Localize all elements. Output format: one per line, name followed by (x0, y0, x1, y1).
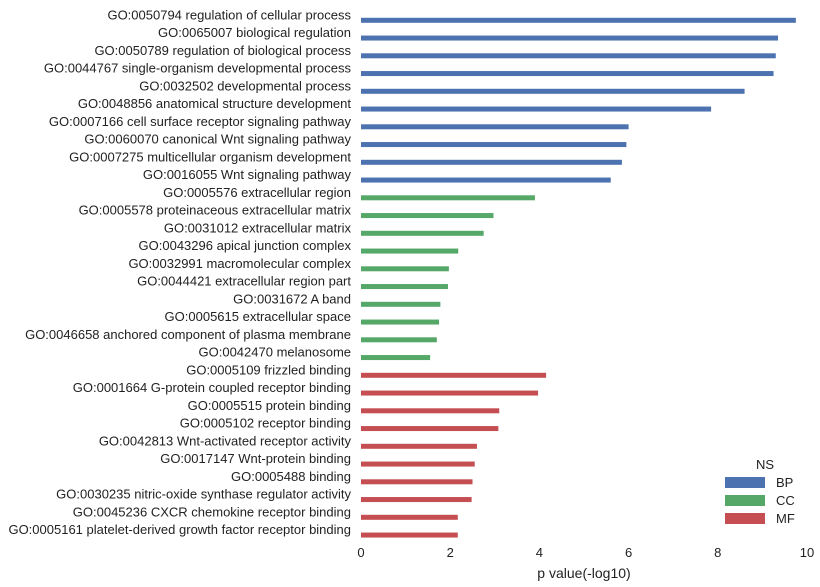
bar-bp-5 (361, 106, 712, 112)
x-tick-label: 10 (800, 545, 814, 560)
category-label: GO:0001664 G-protein coupled receptor bi… (73, 380, 351, 395)
bar-bp-7 (361, 142, 627, 148)
category-label: GO:0044421 extracellular region part (137, 274, 351, 289)
category-label: GO:0042813 Wnt-activated receptor activi… (99, 433, 352, 448)
bar-cc-12 (361, 230, 484, 236)
category-labels-layer: GO:0050794 regulation of cellular proces… (8, 7, 351, 537)
bar-mf-26 (361, 479, 473, 485)
bar-cc-13 (361, 248, 459, 254)
category-label: GO:0044767 single-organism developmental… (44, 61, 352, 76)
category-label: GO:0030235 nitric-oxide synthase regulat… (56, 487, 351, 502)
bar-bp-9 (361, 177, 611, 183)
category-label: GO:0065007 biological regulation (158, 25, 351, 40)
bar-cc-19 (361, 355, 431, 361)
bar-cc-11 (361, 213, 494, 219)
bar-bp-1 (361, 35, 779, 41)
category-label: GO:0032991 macromolecular complex (128, 256, 351, 271)
x-tick-label: 0 (357, 545, 364, 560)
bar-bp-8 (361, 159, 622, 165)
category-label: GO:0045236 CXCR chemokine receptor bindi… (73, 504, 351, 519)
bar-mf-29 (361, 532, 458, 538)
bar-bp-4 (361, 88, 745, 94)
category-label: GO:0007275 multicellular organism develo… (69, 149, 351, 164)
legend-label-bp: BP (776, 475, 793, 490)
category-label: GO:0005515 protein binding (188, 398, 351, 413)
legend-label-mf: MF (776, 511, 795, 526)
bar-mf-27 (361, 497, 472, 503)
bar-mf-25 (361, 461, 475, 467)
x-tick-label: 4 (536, 545, 543, 560)
legend: NS BP CC MF (725, 457, 795, 526)
category-label: GO:0005578 proteinaceous extracellular m… (79, 203, 352, 218)
bar-cc-18 (361, 337, 437, 343)
category-label: GO:0050794 regulation of cellular proces… (107, 7, 351, 22)
bar-cc-10 (361, 195, 535, 201)
category-label: GO:0050789 regulation of biological proc… (94, 43, 351, 58)
bar-cc-17 (361, 319, 440, 325)
x-tick-label: 8 (714, 545, 721, 560)
category-label: GO:0031012 extracellular matrix (164, 220, 352, 235)
category-label: GO:0042470 melanosome (199, 345, 351, 360)
bar-mf-21 (361, 390, 539, 396)
category-label: GO:0048856 anatomical structure developm… (78, 96, 352, 111)
legend-label-cc: CC (776, 493, 795, 508)
category-label: GO:0005615 extracellular space (165, 309, 351, 324)
category-label: GO:0043296 apical junction complex (139, 238, 352, 253)
bar-mf-20 (361, 372, 547, 378)
category-label: GO:0005109 frizzled binding (186, 362, 351, 377)
bar-bp-6 (361, 124, 629, 130)
legend-swatch-cc (725, 495, 765, 506)
category-label: GO:0005576 extracellular region (163, 185, 351, 200)
legend-swatch-mf (725, 513, 765, 524)
legend-swatch-bp (725, 477, 765, 488)
category-label: GO:0007166 cell surface receptor signali… (49, 114, 352, 129)
legend-title: NS (756, 457, 774, 472)
bar-bp-2 (361, 53, 776, 59)
category-label: GO:0005161 platelet-derived growth facto… (8, 522, 351, 537)
category-label: GO:0046658 anchored component of plasma … (25, 327, 351, 342)
bar-bp-3 (361, 71, 774, 77)
category-label: GO:0005102 receptor binding (180, 416, 351, 431)
category-label: GO:0017147 Wnt-protein binding (160, 451, 351, 466)
bar-bp-0 (361, 17, 796, 23)
bar-mf-28 (361, 514, 458, 520)
category-label: GO:0031672 A band (233, 291, 351, 306)
bar-cc-15 (361, 284, 448, 290)
bar-cc-14 (361, 266, 449, 272)
legend-entries: BP CC MF (725, 475, 795, 526)
x-tick-label: 6 (625, 545, 632, 560)
bar-mf-24 (361, 443, 477, 449)
bars-layer (361, 17, 796, 538)
bar-mf-22 (361, 408, 500, 414)
category-label: GO:0060070 canonical Wnt signaling pathw… (84, 132, 351, 147)
x-tick-label: 2 (447, 545, 454, 560)
category-label: GO:0016055 Wnt signaling pathway (143, 167, 352, 182)
bar-cc-16 (361, 301, 441, 307)
category-label: GO:0005488 binding (231, 469, 351, 484)
bar-mf-23 (361, 426, 499, 432)
category-label: GO:0032502 developmental process (139, 78, 351, 93)
x-axis-ticks-layer: 0 2 4 6 8 10 (357, 545, 814, 560)
x-axis-title: p value(-log10) (537, 565, 630, 581)
